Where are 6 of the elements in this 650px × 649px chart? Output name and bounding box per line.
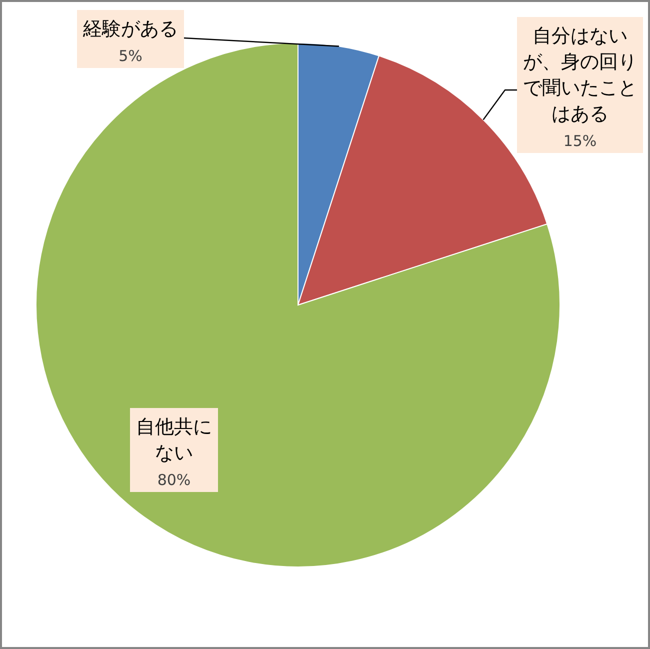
data-label: 15% [563, 132, 597, 150]
slice-label: 経験がある [82, 18, 178, 40]
data-label: 80% [157, 471, 191, 489]
slice-label: 自他共にない [136, 416, 212, 464]
slice-label: 自分はないが、身の回りで聞いたことはある [523, 25, 637, 125]
data-label: 5% [118, 47, 142, 65]
